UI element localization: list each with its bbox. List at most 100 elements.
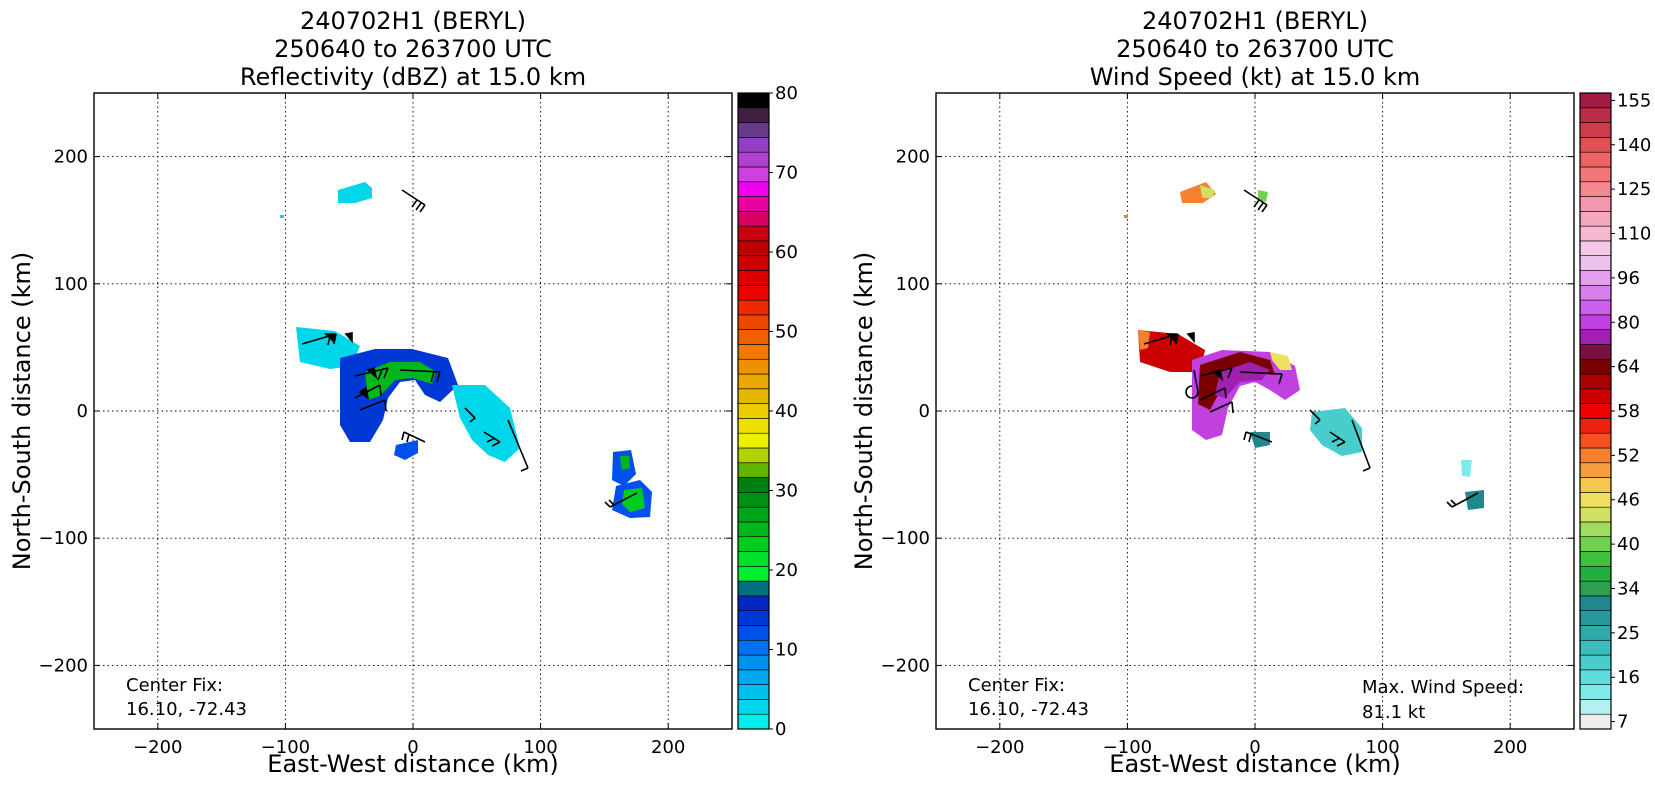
wind-barb (1209, 401, 1234, 414)
colorbar-bin (737, 255, 770, 271)
colorbar-bin (1579, 654, 1612, 671)
colorbar-bin (1579, 566, 1612, 582)
colorbar-bin (737, 358, 770, 375)
wind-barbs (301, 189, 638, 508)
chart-title-line-1: 240702H1 (BERYL) (1142, 7, 1368, 35)
colorbar-bin (1579, 270, 1612, 286)
x-tick-label: 100 (523, 737, 557, 758)
echo-region-north (338, 182, 372, 203)
colorbar-tick-label: 80 (1617, 312, 1640, 333)
colorbar-bin (1579, 477, 1612, 493)
x-tick-label: −200 (133, 737, 182, 758)
wind-barb (1239, 371, 1283, 385)
wind-barb-flag (358, 386, 370, 400)
colorbar-bin (737, 477, 770, 493)
colorbar-bin (737, 639, 770, 656)
y-tick-label: −100 (881, 528, 930, 549)
chart-title-line-2: 250640 to 263700 UTC (274, 35, 552, 63)
x-tick-label: 200 (1493, 737, 1527, 758)
x-tick-label: −100 (1103, 737, 1152, 758)
wind-barb (1243, 431, 1273, 443)
wind-barb (1199, 387, 1227, 401)
wind-barb (1351, 419, 1371, 472)
colorbar-bin (1579, 639, 1612, 656)
colorbar-tick-label: 16 (1617, 667, 1640, 688)
colorbar-bin (737, 551, 770, 567)
y-tick-label: 200 (54, 147, 88, 168)
colorbar-bin (737, 462, 770, 478)
colorbar-bin (737, 299, 770, 316)
colorbar-bin (1579, 713, 1612, 730)
echo-region-south (394, 440, 418, 460)
colorbar-tick-label: 30 (775, 481, 798, 502)
echo-speck (280, 215, 284, 218)
colorbar-bin (1579, 314, 1612, 330)
colorbar-bin (1579, 166, 1612, 183)
colorbar-bin (737, 403, 770, 419)
wind-barb-flag (1186, 332, 1195, 344)
colorbar-bin (737, 240, 770, 256)
colorbar-bin (737, 595, 770, 611)
x-axis-label: East-West distance (km) (267, 750, 558, 778)
x-tick-label: 0 (1249, 737, 1260, 758)
colorbar-bin (1579, 284, 1612, 301)
wind-speck (1124, 215, 1128, 218)
colorbar-bin (1579, 122, 1612, 138)
wind-barb-flag (1212, 368, 1224, 382)
colorbar-bin (737, 225, 770, 242)
colorbar-bin (1579, 536, 1612, 552)
colorbar-tick-label: 140 (1617, 135, 1651, 156)
y-axis-label: North-South distance (km) (850, 252, 878, 571)
wind-barb (483, 431, 501, 447)
colorbar-bin (737, 329, 770, 345)
x-tick-label: 100 (1365, 737, 1399, 758)
colorbar-bin (1579, 196, 1612, 212)
colorbar-bin (737, 610, 770, 626)
colorbar-bin (1579, 137, 1612, 153)
wind-barb-flag (366, 366, 378, 380)
colorbar-bin (1579, 403, 1612, 419)
colorbar-bin (737, 684, 770, 700)
reflectivity-panel: 240702H1 (BERYL) 250640 to 263700 UTC Re… (8, 7, 798, 778)
wind-barb (1243, 189, 1268, 213)
chart-title-line-2: 250640 to 263700 UTC (1116, 35, 1394, 63)
colorbar-bin (737, 314, 770, 330)
colorbar-bin (1579, 669, 1612, 685)
wind-barb (401, 189, 426, 213)
y-tick-label: 200 (896, 147, 930, 168)
colorbar-bin (737, 566, 770, 582)
colorbar-bin (1579, 211, 1612, 227)
max-wind-label: Max. Wind Speed: (1362, 677, 1524, 698)
x-axis-label: East-West distance (km) (1109, 750, 1400, 778)
colorbar-bin (737, 447, 770, 464)
colorbar-bin (1579, 625, 1612, 641)
colorbar-bin (1579, 181, 1612, 197)
colorbar-tick-label: 80 (775, 83, 798, 104)
wind-region-se-north (1461, 460, 1472, 477)
colorbar-bin (737, 492, 770, 508)
colorbar-bin (1579, 92, 1612, 109)
colorbar-bin (737, 713, 770, 730)
colorbar-tick-label: 46 (1617, 490, 1640, 511)
chart-title-line-1: 240702H1 (BERYL) (300, 7, 526, 35)
colorbar-bin (737, 107, 770, 123)
grid-lines (936, 93, 1574, 729)
colorbar-bin (1579, 492, 1612, 508)
colorbar-tick-label: 20 (775, 560, 798, 581)
colorbar-tick-label: 7 (1617, 712, 1628, 733)
wind-region-north-edge (1200, 185, 1215, 198)
colorbar-bin (737, 181, 770, 197)
colorbar-bin (1579, 447, 1612, 464)
colorbar-bin (1579, 225, 1612, 242)
echo-region-se-south-core (622, 488, 645, 512)
colorbar-tick-label: 25 (1617, 623, 1640, 644)
colorbar-tick-label: 50 (775, 322, 798, 343)
y-axis-label: North-South distance (km) (8, 252, 36, 571)
colorbar-tick-label: 52 (1617, 445, 1640, 466)
colorbar-tick-label: 110 (1617, 224, 1651, 245)
wind-region-east-arm (1310, 408, 1362, 456)
wind-barb (359, 399, 387, 412)
colorbar-tick-label: 40 (775, 401, 798, 422)
y-tick-label: 100 (896, 274, 930, 295)
